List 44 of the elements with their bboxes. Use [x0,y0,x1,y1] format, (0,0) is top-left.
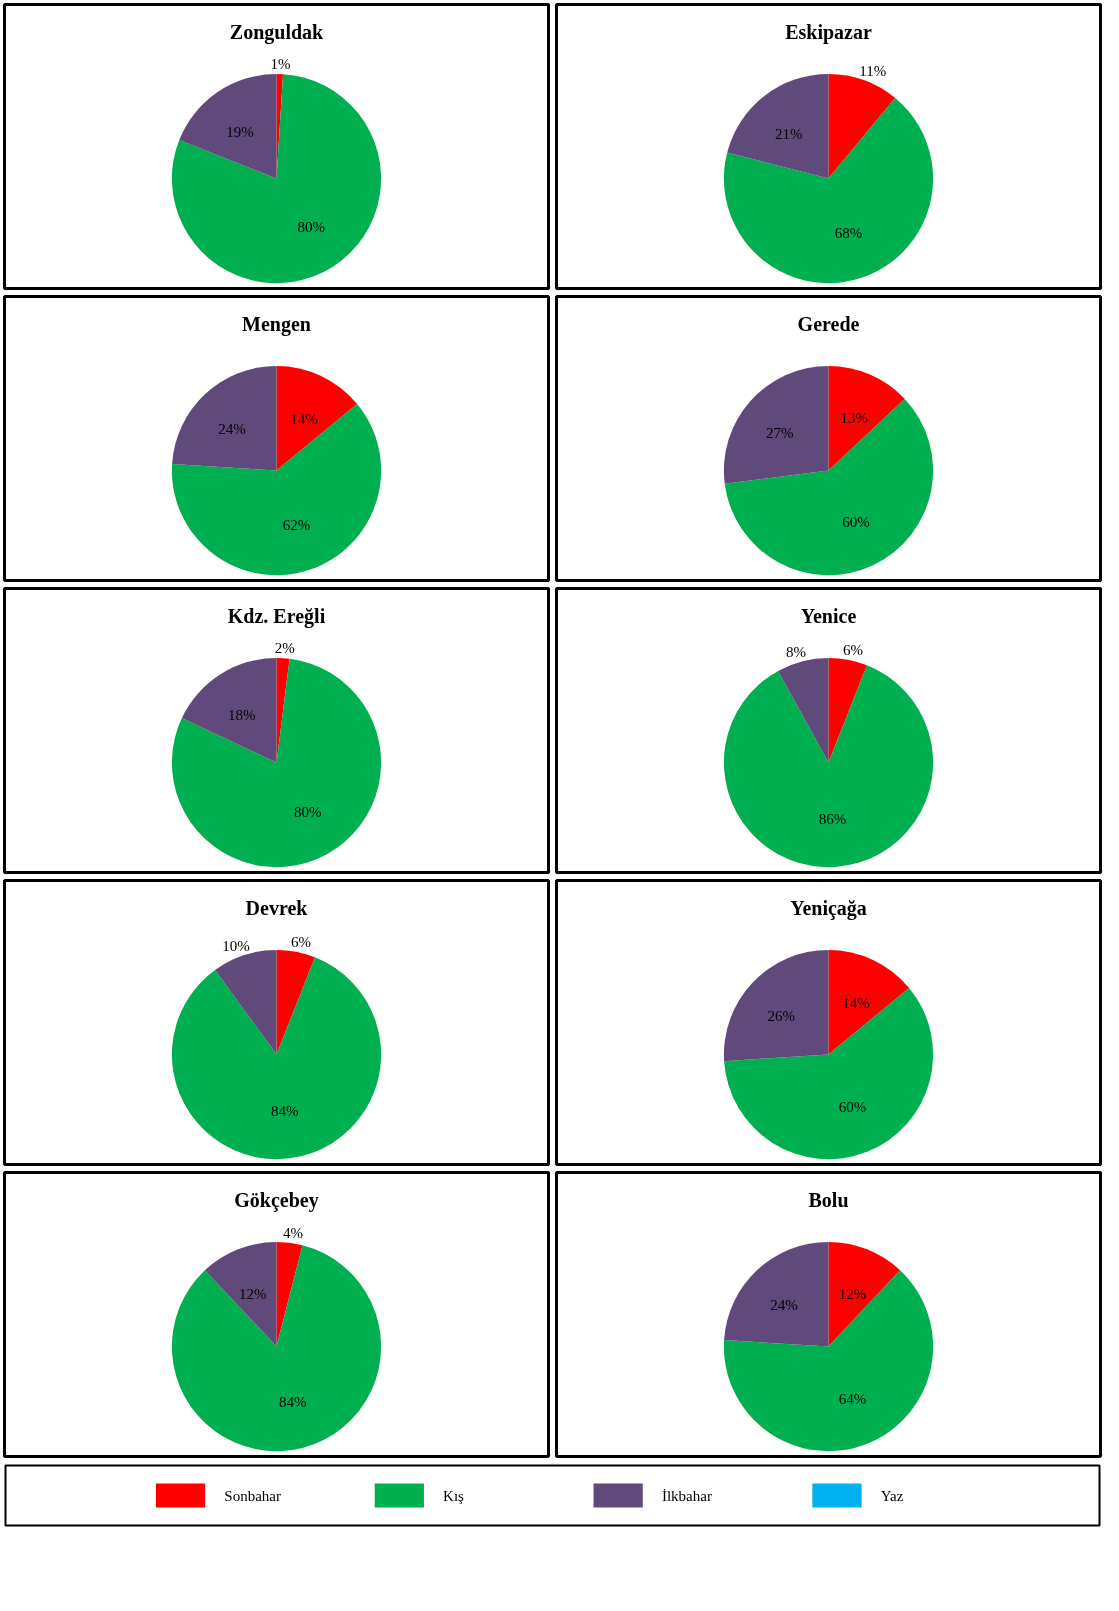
legend-label: Sonbahar [224,1487,281,1504]
data-label: 13% [840,410,869,427]
data-label: 12% [838,1285,867,1302]
chart-title: Mengen [242,312,311,336]
legend-label: Kış [443,1487,465,1504]
data-label: 64% [838,1391,867,1408]
chart-title: Gerede [797,312,860,335]
data-label: 84% [270,1102,299,1119]
data-label: 24% [770,1297,798,1314]
data-label: 12% [238,1285,267,1302]
chart-title: Zonguldak [229,20,325,44]
data-label: 19% [226,123,254,140]
chart-title: Kdz. Ereğli [227,604,326,628]
data-label: 27% [766,425,794,441]
data-label: 80% [294,804,322,821]
data-label: 84% [278,1393,307,1410]
chart-title: Yenice [800,604,857,627]
data-label: 14% [842,995,870,1012]
chart-title: Devrek [245,896,309,919]
chart-title: Eskipazar [785,20,872,44]
data-label: 6% [291,934,312,951]
data-label: 68% [834,224,863,241]
data-label: 86% [818,811,847,828]
data-label: 80% [297,218,326,235]
chart-title: Yeniçağa [790,896,867,920]
data-label: 18% [228,706,256,723]
data-label: 62% [282,516,311,533]
data-label: 6% [843,642,864,659]
data-label: 60% [838,1099,867,1116]
data-label: 4% [282,1224,303,1241]
data-label: 1% [270,56,291,73]
data-label: 11% [859,62,887,79]
data-label: 14% [290,411,318,428]
legend-label: Yaz [880,1487,904,1504]
data-label: 8% [785,643,806,660]
data-label: 26% [767,1007,795,1024]
chart-title: Bolu [808,1188,849,1211]
chart-title: Gökçebey [234,1188,319,1212]
data-label: 24% [218,421,246,438]
data-label: 60% [842,513,870,530]
data-label: 2% [274,640,295,657]
data-label: 10% [222,937,250,954]
data-label: 21% [775,125,803,142]
legend-label: İlkbahar [661,1487,712,1504]
